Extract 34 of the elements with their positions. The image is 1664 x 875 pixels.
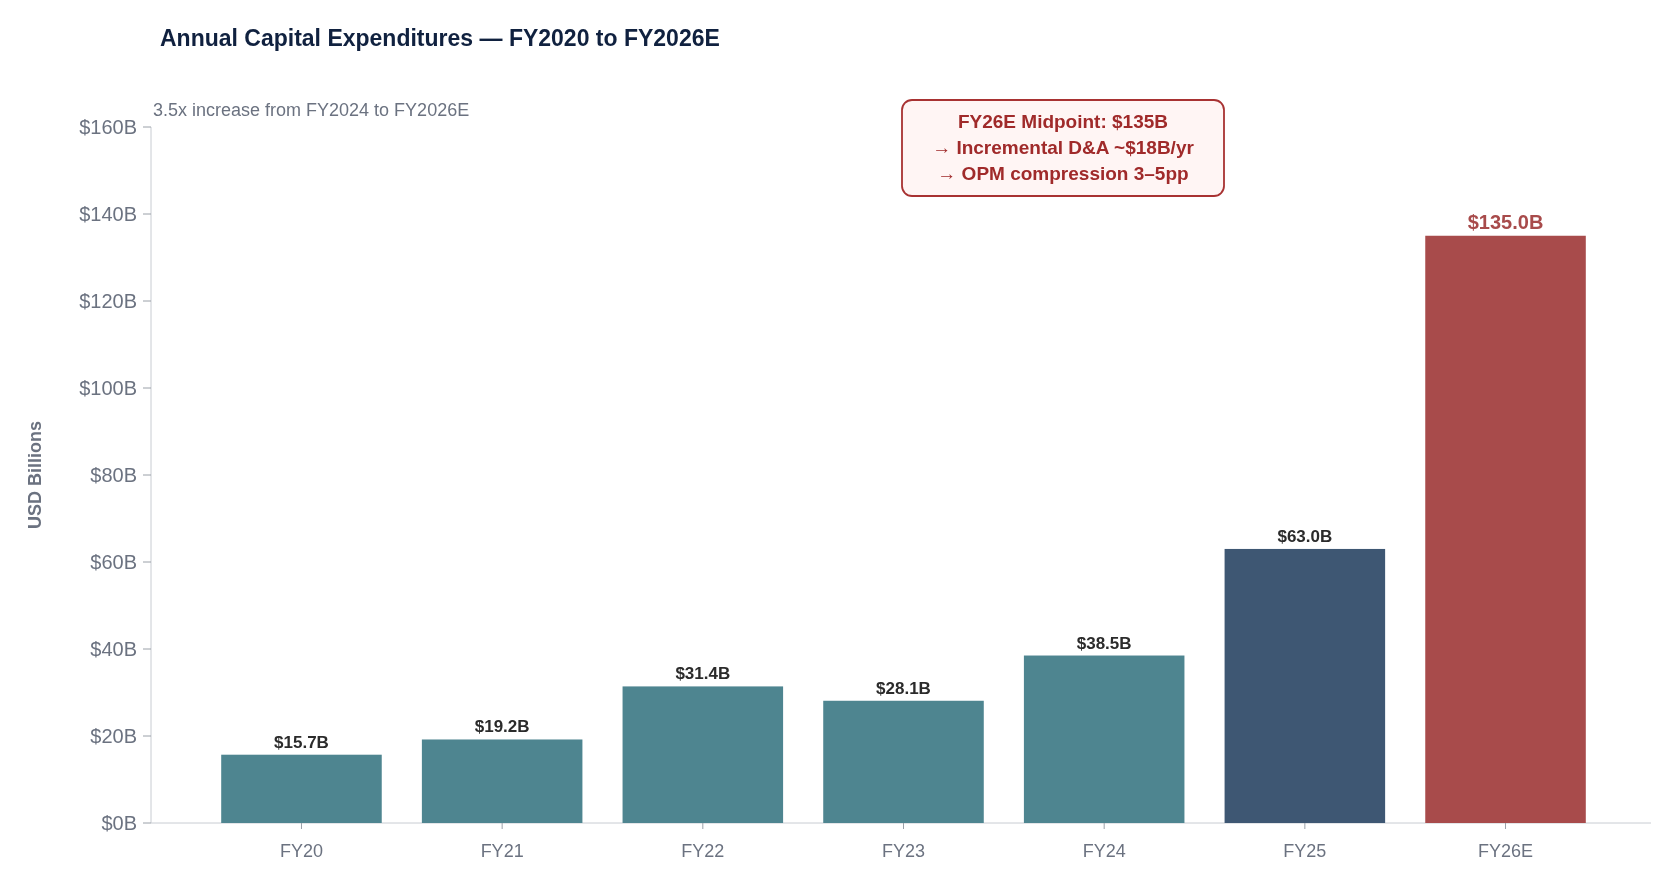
bar <box>421 739 583 823</box>
x-tick-label: FY21 <box>480 841 524 861</box>
x-tick-label: FY24 <box>1082 841 1126 861</box>
bar <box>1425 235 1586 823</box>
bar <box>823 700 984 823</box>
data-label: $15.7B <box>274 732 329 752</box>
y-tick-label: $140B <box>79 203 137 225</box>
data-label: $63.0B <box>1277 526 1333 546</box>
y-tick-label: $40B <box>90 638 137 660</box>
y-tick-label: $60B <box>90 551 137 573</box>
y-tick-label: $160B <box>79 116 137 138</box>
data-label: $28.1B <box>876 678 931 698</box>
y-tick-label: $80B <box>90 464 137 486</box>
x-tick-label: FY26E <box>1478 841 1534 861</box>
bar <box>221 754 382 823</box>
y-tick-label: $120B <box>79 290 137 312</box>
annotation: FY26E Midpoint: $135B → Incremental D&A ~$18B/yr → OPM compression 3–5pp <box>932 111 1195 184</box>
bar <box>1023 655 1185 823</box>
data-label: $38.5B <box>1076 633 1132 653</box>
x-tick-label: FY20 <box>279 841 323 861</box>
data-label: $135.0B <box>1467 210 1544 233</box>
y-axis-title: USD Billions <box>25 420 45 530</box>
x-tick-label: FY23 <box>881 841 926 861</box>
bar <box>1224 548 1386 823</box>
y-tick-label: $20B <box>90 725 137 747</box>
chart-title: Annual Capital Expenditures — FY2020 to FY2026E <box>160 25 720 51</box>
data-label: $31.4B <box>675 664 731 684</box>
x-tick-label: FY22 <box>681 841 725 861</box>
bar <box>622 686 784 823</box>
y-tick-label: $100B <box>79 377 137 399</box>
x-tick-label: FY25 <box>1283 841 1327 861</box>
y-tick-label: $0B <box>101 812 137 834</box>
data-label: $19.2B <box>474 717 530 737</box>
text: 3.5x increase from FY2024 to FY2026E <box>153 100 470 120</box>
